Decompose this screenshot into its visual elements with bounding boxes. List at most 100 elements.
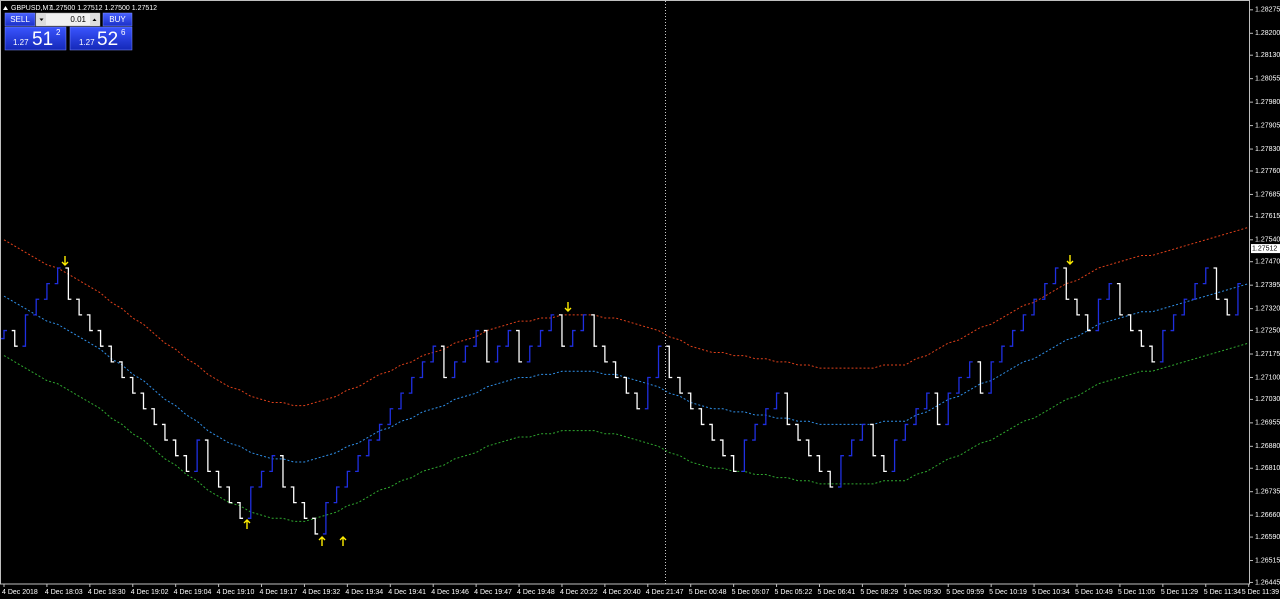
y-tick-label: 1.26880 bbox=[1255, 443, 1280, 450]
y-tick-label: 1.27980 bbox=[1255, 99, 1280, 106]
bar-down bbox=[1116, 282, 1123, 316]
bar-up bbox=[1181, 298, 1188, 316]
bar-down bbox=[301, 502, 308, 519]
signal-arrows bbox=[61, 255, 1074, 546]
band-line bbox=[3, 342, 1249, 522]
lot-box[interactable] bbox=[35, 12, 101, 27]
y-tick-label: 1.27320 bbox=[1255, 305, 1280, 312]
y-tick-label: 1.26590 bbox=[1255, 534, 1280, 541]
bar-up bbox=[1020, 314, 1027, 332]
bar-down bbox=[440, 345, 447, 379]
bar-up bbox=[1202, 267, 1209, 285]
x-tick-label: 5 Dec 10:34 bbox=[1032, 589, 1070, 596]
bar-up bbox=[43, 282, 50, 300]
bar-down bbox=[119, 361, 126, 379]
y-tick-label: 1.26810 bbox=[1255, 465, 1280, 472]
bar-up bbox=[741, 439, 748, 472]
x-tick-label: 5 Dec 05:07 bbox=[732, 589, 770, 596]
bar-down bbox=[97, 329, 104, 347]
ask-box[interactable] bbox=[69, 26, 133, 51]
y-tick-label: 1.27830 bbox=[1255, 146, 1280, 153]
bar-up bbox=[1192, 282, 1199, 300]
bar-down bbox=[591, 314, 598, 347]
buy-arrow bbox=[243, 519, 251, 529]
bar-down bbox=[805, 439, 812, 457]
y-tick-label: 1.27250 bbox=[1255, 327, 1280, 334]
bar-down bbox=[312, 517, 319, 535]
y-tick-label: 1.27760 bbox=[1255, 168, 1280, 175]
bar-up bbox=[398, 392, 405, 410]
x-tick-label: 4 Dec 19:41 bbox=[388, 589, 426, 596]
bar-down bbox=[86, 314, 93, 332]
bar-down bbox=[730, 455, 737, 472]
sell-arrow bbox=[564, 302, 572, 312]
sell-button[interactable] bbox=[4, 12, 36, 27]
bar-up bbox=[773, 392, 780, 410]
bar-down bbox=[827, 470, 834, 488]
y-tick-label: 1.27030 bbox=[1255, 396, 1280, 403]
y-tick-label: 1.27615 bbox=[1255, 213, 1280, 220]
x-tick-label: 4 Dec 19:34 bbox=[345, 589, 383, 596]
bar-up bbox=[655, 345, 662, 379]
bid-small: 2 bbox=[56, 28, 61, 37]
y-tick-label: 1.26515 bbox=[1255, 557, 1280, 564]
y-tick-label: 1.26955 bbox=[1255, 420, 1280, 427]
x-tick-label: 4 Dec 2018 bbox=[2, 589, 38, 596]
bar-up bbox=[344, 470, 351, 488]
bar-up bbox=[569, 329, 576, 347]
ask-prefix: 1.27 bbox=[79, 38, 95, 47]
x-tick-label: 5 Dec 00:48 bbox=[689, 589, 727, 596]
quote-label: 1.27500 1.27512 1.27500 1.27512 bbox=[50, 5, 157, 12]
y-tick-label: 1.28130 bbox=[1255, 52, 1280, 59]
bar-up bbox=[1041, 282, 1048, 300]
ask-big: 52 bbox=[97, 29, 118, 50]
x-tick-label: 5 Dec 09:30 bbox=[903, 589, 941, 596]
bar-up bbox=[1052, 267, 1059, 285]
x-tick-label: 5 Dec 11:39 bbox=[1242, 589, 1279, 596]
bar-up bbox=[451, 361, 458, 379]
x-tick-label: 4 Dec 18:03 bbox=[45, 589, 83, 596]
bar-up bbox=[762, 408, 769, 426]
bar-down bbox=[172, 439, 179, 457]
bar-up bbox=[473, 329, 480, 347]
buy-label: BUY bbox=[109, 15, 126, 24]
y-tick-label: 1.27175 bbox=[1255, 351, 1280, 358]
bar-down bbox=[709, 423, 716, 441]
bar-down bbox=[183, 455, 190, 472]
bar-down bbox=[237, 502, 244, 519]
lot-value: 0.01 bbox=[70, 15, 86, 24]
bar-down bbox=[1074, 298, 1080, 316]
band-line bbox=[3, 226, 1249, 407]
bar-up bbox=[1031, 298, 1038, 316]
bar-up bbox=[1170, 314, 1177, 332]
bar-down bbox=[1138, 329, 1145, 347]
current-price-label: 1.27512 bbox=[1252, 245, 1277, 252]
sell-arrow bbox=[61, 256, 69, 266]
ask-small: 6 bbox=[121, 28, 126, 37]
bar-down bbox=[977, 361, 984, 394]
bar-down bbox=[1063, 267, 1070, 300]
bar-down bbox=[870, 423, 877, 457]
bar-up bbox=[945, 392, 952, 426]
y-tick-label: 1.28200 bbox=[1255, 30, 1280, 37]
buy-button[interactable] bbox=[102, 12, 133, 27]
y-tick-label: 1.27470 bbox=[1255, 259, 1280, 266]
bar-down bbox=[623, 376, 630, 394]
bid-box[interactable] bbox=[4, 26, 67, 51]
y-tick-label: 1.26735 bbox=[1255, 489, 1280, 496]
bar-up bbox=[505, 329, 512, 347]
bar-down bbox=[129, 376, 136, 394]
bar-down bbox=[483, 329, 490, 363]
bar-up bbox=[837, 455, 844, 488]
bar-down bbox=[676, 376, 683, 394]
bar-up bbox=[258, 470, 265, 488]
bid-big: 51 bbox=[32, 29, 53, 50]
bar-up bbox=[988, 361, 995, 394]
collapse-icon[interactable] bbox=[3, 6, 8, 10]
bar-down bbox=[161, 423, 168, 441]
y-tick-label: 1.27395 bbox=[1255, 282, 1280, 289]
bar-up bbox=[1095, 298, 1102, 332]
bar-down bbox=[612, 361, 619, 379]
y-tick-label: 1.27100 bbox=[1255, 374, 1280, 381]
bar-down bbox=[816, 455, 823, 472]
